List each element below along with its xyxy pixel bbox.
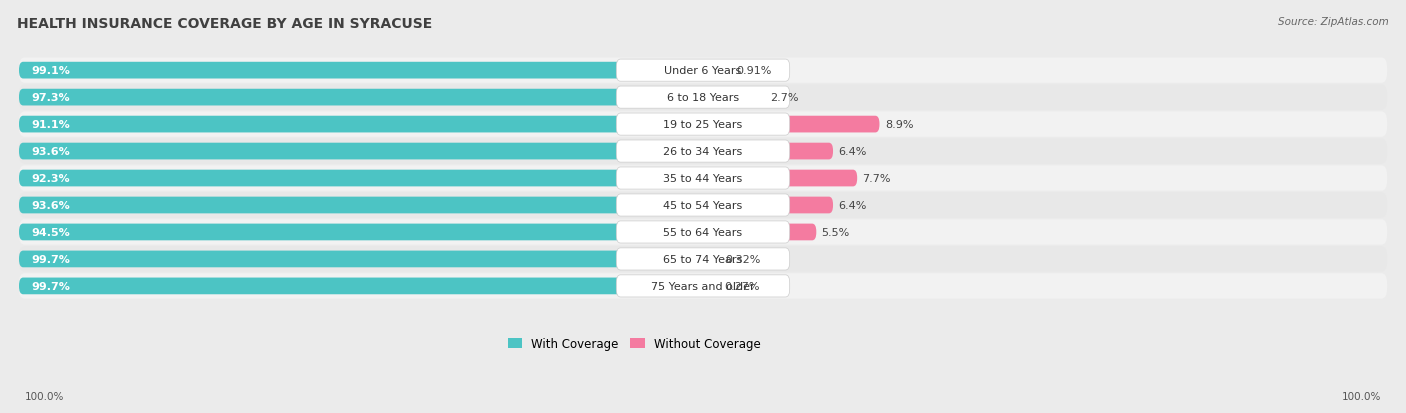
Text: 75 Years and older: 75 Years and older bbox=[651, 281, 755, 291]
FancyBboxPatch shape bbox=[20, 116, 645, 133]
Text: Source: ZipAtlas.com: Source: ZipAtlas.com bbox=[1278, 17, 1389, 26]
Text: 65 to 74 Years: 65 to 74 Years bbox=[664, 254, 742, 264]
Text: 99.1%: 99.1% bbox=[31, 66, 70, 76]
Text: 2.7%: 2.7% bbox=[769, 93, 799, 103]
FancyBboxPatch shape bbox=[616, 87, 790, 109]
Text: 97.3%: 97.3% bbox=[31, 93, 70, 103]
FancyBboxPatch shape bbox=[714, 116, 880, 133]
FancyBboxPatch shape bbox=[616, 141, 790, 163]
Text: 93.6%: 93.6% bbox=[31, 200, 70, 211]
FancyBboxPatch shape bbox=[18, 58, 1388, 83]
Text: 6.4%: 6.4% bbox=[838, 147, 866, 157]
FancyBboxPatch shape bbox=[616, 114, 790, 136]
FancyBboxPatch shape bbox=[20, 90, 688, 106]
FancyBboxPatch shape bbox=[616, 168, 790, 190]
Text: 0.91%: 0.91% bbox=[737, 66, 772, 76]
FancyBboxPatch shape bbox=[18, 220, 1388, 245]
Text: 0.32%: 0.32% bbox=[725, 254, 761, 264]
Text: 94.5%: 94.5% bbox=[31, 228, 70, 237]
FancyBboxPatch shape bbox=[18, 247, 1388, 272]
Text: 93.6%: 93.6% bbox=[31, 147, 70, 157]
Text: 100.0%: 100.0% bbox=[25, 391, 65, 401]
FancyBboxPatch shape bbox=[20, 251, 704, 268]
FancyBboxPatch shape bbox=[714, 224, 817, 241]
Text: 6.4%: 6.4% bbox=[838, 200, 866, 211]
Text: 92.3%: 92.3% bbox=[31, 173, 70, 184]
FancyBboxPatch shape bbox=[616, 275, 790, 297]
FancyBboxPatch shape bbox=[20, 143, 662, 160]
Text: 0.27%: 0.27% bbox=[724, 281, 761, 291]
FancyBboxPatch shape bbox=[714, 278, 718, 294]
FancyBboxPatch shape bbox=[714, 143, 832, 160]
FancyBboxPatch shape bbox=[714, 251, 720, 268]
Text: HEALTH INSURANCE COVERAGE BY AGE IN SYRACUSE: HEALTH INSURANCE COVERAGE BY AGE IN SYRA… bbox=[17, 17, 432, 31]
Text: 45 to 54 Years: 45 to 54 Years bbox=[664, 200, 742, 211]
Text: 55 to 64 Years: 55 to 64 Years bbox=[664, 228, 742, 237]
FancyBboxPatch shape bbox=[18, 273, 1388, 299]
Text: 99.7%: 99.7% bbox=[31, 254, 70, 264]
Text: 26 to 34 Years: 26 to 34 Years bbox=[664, 147, 742, 157]
Text: 99.7%: 99.7% bbox=[31, 281, 70, 291]
Text: 8.9%: 8.9% bbox=[884, 120, 914, 130]
FancyBboxPatch shape bbox=[616, 195, 790, 216]
FancyBboxPatch shape bbox=[616, 60, 790, 82]
FancyBboxPatch shape bbox=[20, 224, 668, 241]
FancyBboxPatch shape bbox=[20, 197, 662, 214]
FancyBboxPatch shape bbox=[18, 193, 1388, 218]
FancyBboxPatch shape bbox=[714, 197, 832, 214]
FancyBboxPatch shape bbox=[714, 63, 731, 79]
Text: Under 6 Years: Under 6 Years bbox=[665, 66, 741, 76]
Text: 19 to 25 Years: 19 to 25 Years bbox=[664, 120, 742, 130]
FancyBboxPatch shape bbox=[714, 90, 765, 106]
FancyBboxPatch shape bbox=[18, 139, 1388, 164]
Text: 100.0%: 100.0% bbox=[1341, 391, 1381, 401]
FancyBboxPatch shape bbox=[18, 85, 1388, 111]
Text: 6 to 18 Years: 6 to 18 Years bbox=[666, 93, 740, 103]
Text: 35 to 44 Years: 35 to 44 Years bbox=[664, 173, 742, 184]
Text: 5.5%: 5.5% bbox=[821, 228, 851, 237]
FancyBboxPatch shape bbox=[20, 170, 652, 187]
Text: 7.7%: 7.7% bbox=[862, 173, 891, 184]
FancyBboxPatch shape bbox=[18, 166, 1388, 191]
Text: 91.1%: 91.1% bbox=[31, 120, 70, 130]
FancyBboxPatch shape bbox=[616, 221, 790, 243]
Legend: With Coverage, Without Coverage: With Coverage, Without Coverage bbox=[503, 332, 765, 355]
FancyBboxPatch shape bbox=[20, 278, 704, 294]
FancyBboxPatch shape bbox=[18, 112, 1388, 138]
FancyBboxPatch shape bbox=[616, 248, 790, 271]
FancyBboxPatch shape bbox=[20, 63, 700, 79]
FancyBboxPatch shape bbox=[714, 170, 858, 187]
